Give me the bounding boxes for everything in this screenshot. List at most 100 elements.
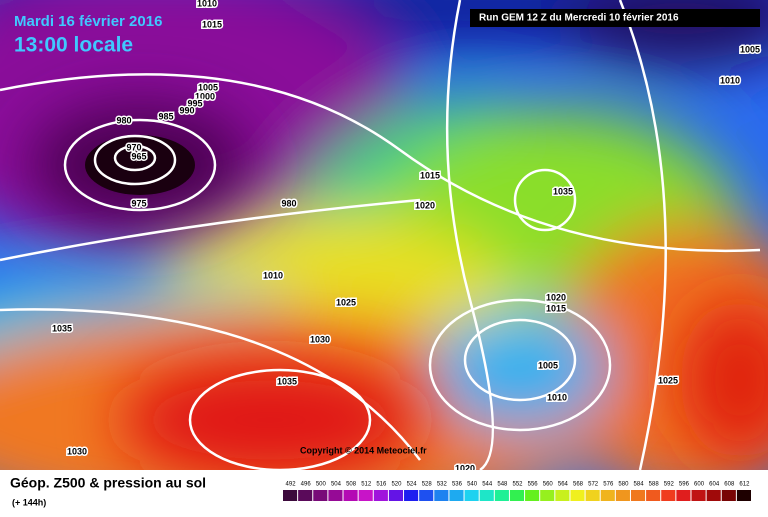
colorbar-label: 552 [512,482,523,488]
colorbar-cell [691,490,706,501]
colorbar-label: 544 [482,482,493,488]
colorbar-label: 528 [422,482,433,488]
copyright: Copyright © 2014 Meteociel.fr [300,445,427,455]
colorbar-cell [736,490,751,501]
colorbar-label: 612 [739,482,750,488]
colorbar-label: 500 [316,482,327,488]
isobar-label: 1010 [720,75,740,85]
isobar-label: 1020 [546,292,566,302]
colorbar-cell [600,490,615,501]
colorbar-cell [479,490,494,501]
isobar-label: 980 [281,198,296,208]
isobar-label: 975 [131,198,146,208]
colorbar-label: 588 [649,482,660,488]
isobar-label: 965 [131,151,146,161]
colorbar-label: 564 [558,482,569,488]
colorbar-label: 556 [528,482,539,488]
isobar-label: 1030 [310,334,330,344]
colorbar-cell [706,490,721,501]
colorbar-label: 600 [694,482,705,488]
isobar-label: 1035 [52,323,72,333]
run-box [470,9,760,27]
colorbar-label: 604 [709,482,720,488]
colorbar-cell [419,490,434,501]
colorbar-cell [283,490,298,501]
isobar-label: 1025 [658,375,678,385]
colorbar-cell [373,490,388,501]
colorbar-cell [494,490,509,501]
colorbar-label: 496 [301,482,312,488]
isobar-label: 1015 [420,170,440,180]
date-label: Mardi 16 février 2016 [14,13,162,30]
isobar-label: 980 [116,115,131,125]
colorbar-label: 520 [391,482,402,488]
colorbar-label: 560 [543,482,554,488]
colorbar-label: 516 [376,482,387,488]
isobar-label: 995 [187,98,202,108]
isobar-label: 1035 [277,376,297,386]
colorbar-label: 512 [361,482,372,488]
isobar-label: 1015 [202,19,222,29]
run-label: Run GEM 12 Z du Mercredi 10 février 2016 [479,13,679,24]
colorbar-label: 580 [618,482,629,488]
isobar-label: 1010 [197,0,217,8]
colorbar-label: 584 [634,482,645,488]
colorbar-cell [404,490,419,501]
isobar-label: 990 [179,105,194,115]
colorbar-cell [509,490,525,501]
colorbar-cell [540,490,555,501]
colorbar-label: 576 [603,482,614,488]
colorbar-cell [388,490,404,501]
colorbar-label: 492 [286,482,297,488]
colorbar-label: 596 [679,482,690,488]
colorbar: 492 496 500 504 508 512 516 520 524 528 532 536 540 5… [283,482,751,501]
isobar-label: 985 [158,111,173,121]
colorbar-label: 548 [497,482,508,488]
colorbar-label: 568 [573,482,584,488]
colorbar-cell [721,490,736,501]
isobar-label: 1020 [415,200,435,210]
colorbar-cell [298,490,313,501]
colorbar-label: 572 [588,482,599,488]
isobar-label: 1010 [263,270,283,280]
isobar-label: 1000 [195,91,215,101]
colorbar-cell [328,490,343,501]
colorbar-label: 504 [331,482,342,488]
colorbar-label: 524 [407,482,418,488]
isobar-label: 1025 [336,297,356,307]
isobar-label: 1005 [538,360,558,370]
colorbar-cell [570,490,585,501]
colorbar-cell [525,490,540,501]
colorbar-label: 608 [724,482,735,488]
isobar-label: 1010 [547,392,567,402]
colorbar-cell [464,490,479,501]
colorbar-cell [646,490,661,501]
colorbar-label: 540 [467,482,478,488]
colorbar-label: 532 [437,482,448,488]
legend-subtitle: (+ 144h) [12,497,46,507]
isobar-label: 970 [126,142,141,152]
colorbar-cell [630,490,646,501]
legend-title: Géop. Z500 & pression au sol [10,475,206,491]
colorbar-cell [615,490,630,501]
colorbar-cell [313,490,328,501]
colorbar-cell [343,490,358,501]
time-label: 13:00 locale [14,34,133,57]
colorbar-cell [449,490,464,501]
colorbar-label: 592 [664,482,675,488]
colorbar-cell [434,490,449,501]
colorbar-cell [585,490,600,501]
colorbar-label: 536 [452,482,463,488]
colorbar-cell [661,490,676,501]
isobar-label: 1015 [546,303,566,313]
colorbar-label: 508 [346,482,357,488]
colorbar-cell [358,490,373,501]
isobar-label: 1005 [740,44,760,54]
colorbar-cell [676,490,691,501]
colorbar-cell [555,490,570,501]
isobar-label: 1030 [67,446,87,456]
isobar-label: 1005 [198,82,218,92]
